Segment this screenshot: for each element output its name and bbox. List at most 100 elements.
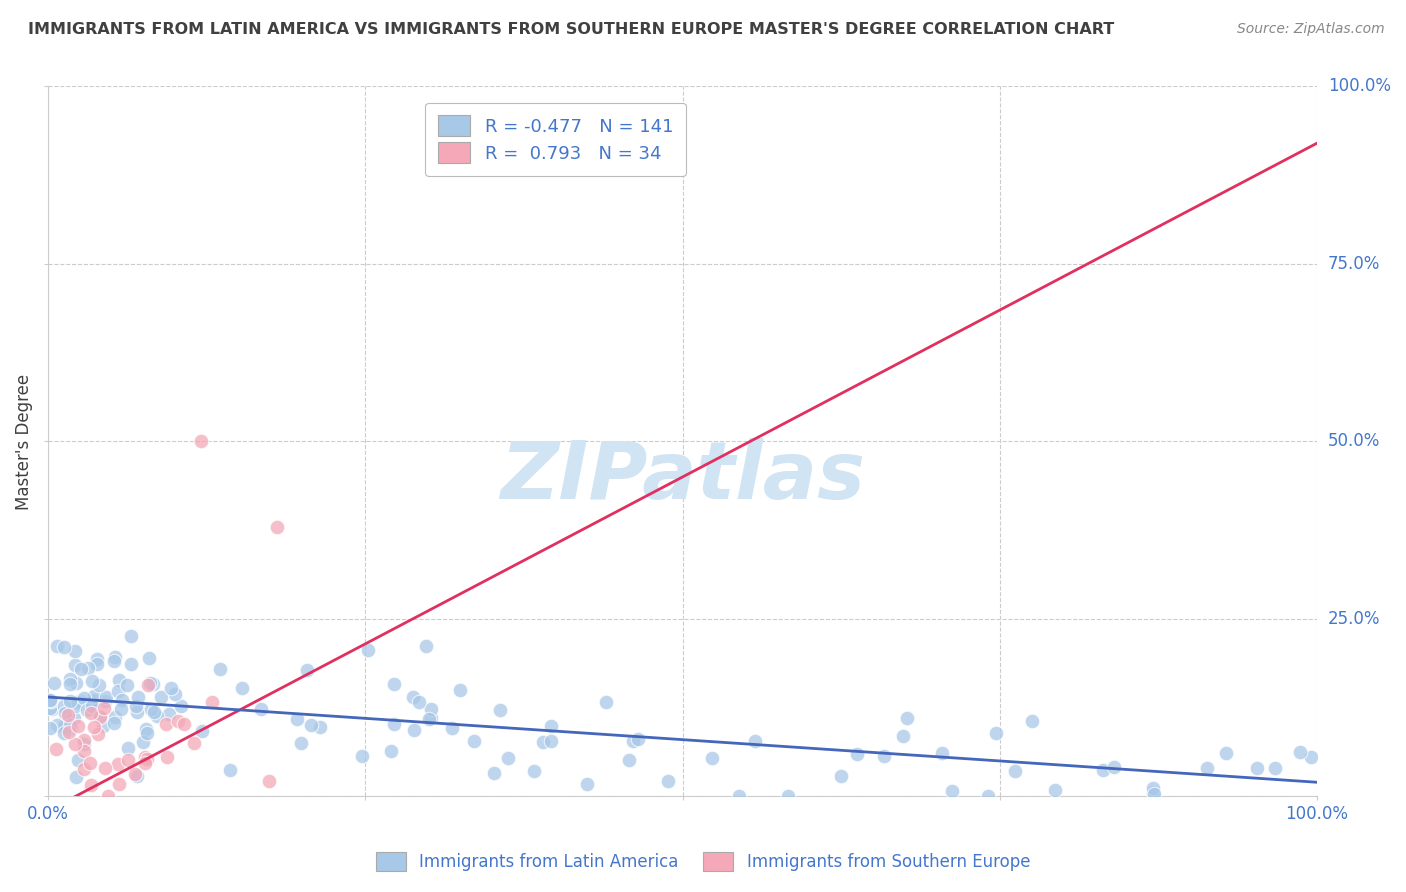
Point: [72, 733, 94, 747]
Point: [55, 719, 77, 733]
Point: [103, 654, 125, 668]
Point: [53, 719, 76, 733]
Point: [744, 734, 766, 748]
Point: [931, 746, 953, 760]
Point: [941, 784, 963, 798]
Point: [190, 434, 212, 449]
Point: [44, 676, 66, 690]
Point: [110, 702, 132, 716]
Point: [156, 749, 179, 764]
Point: [155, 717, 177, 731]
Point: [1215, 746, 1237, 760]
Point: [440, 721, 463, 735]
Point: [94, 694, 117, 708]
Point: [45, 742, 67, 756]
Point: [420, 701, 443, 715]
Point: [627, 732, 650, 747]
Point: [1264, 761, 1286, 775]
Point: [59, 677, 82, 691]
Point: [76, 703, 98, 717]
Point: [117, 753, 139, 767]
Point: [350, 748, 373, 763]
Point: [576, 777, 599, 791]
Point: [39, 721, 62, 735]
Point: [1102, 760, 1125, 774]
Point: [498, 750, 520, 764]
Point: [163, 687, 186, 701]
Point: [80, 699, 103, 714]
Point: [60, 722, 83, 736]
Point: [107, 673, 129, 687]
Point: [103, 715, 125, 730]
Point: [52, 725, 75, 739]
Point: [65, 770, 87, 784]
Point: [39, 700, 62, 714]
Point: [449, 683, 471, 698]
Point: [104, 710, 127, 724]
Point: [617, 753, 640, 767]
Legend: Immigrants from Latin America, Immigrants from Southern Europe: Immigrants from Latin America, Immigrant…: [367, 843, 1039, 880]
Point: [402, 690, 425, 704]
Point: [124, 767, 146, 781]
Point: [1004, 764, 1026, 779]
Point: [419, 711, 441, 725]
Point: [89, 709, 111, 723]
Point: [41, 694, 63, 708]
Point: [1301, 750, 1323, 764]
Point: [53, 699, 76, 714]
Point: [250, 702, 273, 716]
Point: [200, 695, 222, 709]
Point: [77, 698, 100, 712]
Point: [41, 702, 63, 716]
Point: [73, 762, 96, 776]
Point: [170, 699, 193, 714]
Point: [1246, 761, 1268, 775]
Point: [700, 751, 723, 765]
Point: [86, 727, 108, 741]
Point: [977, 789, 1000, 803]
Y-axis label: Master's Degree: Master's Degree: [15, 374, 32, 509]
Point: [382, 716, 405, 731]
Point: [173, 717, 195, 731]
Point: [53, 640, 76, 655]
Point: [1142, 780, 1164, 795]
Point: [231, 681, 253, 695]
Point: [984, 725, 1007, 739]
Point: [89, 710, 111, 724]
Point: [418, 713, 440, 727]
Point: [65, 658, 87, 673]
Point: [65, 675, 87, 690]
Point: [776, 789, 799, 803]
Point: [83, 689, 105, 703]
Point: [531, 735, 554, 749]
Point: [402, 723, 425, 737]
Text: ZIPatlas: ZIPatlas: [501, 438, 865, 516]
Point: [80, 674, 103, 689]
Point: [146, 709, 169, 723]
Point: [63, 710, 86, 724]
Point: [285, 712, 308, 726]
Point: [83, 692, 105, 706]
Point: [1288, 745, 1310, 759]
Point: [484, 766, 506, 780]
Point: [657, 774, 679, 789]
Point: [357, 642, 380, 657]
Point: [39, 693, 62, 707]
Point: [73, 744, 96, 758]
Point: [86, 652, 108, 666]
Point: [96, 690, 118, 705]
Point: [56, 708, 79, 723]
Point: [107, 757, 129, 772]
Point: [540, 734, 562, 748]
Point: [166, 714, 188, 728]
Point: [522, 764, 544, 779]
Point: [1092, 764, 1115, 778]
Point: [290, 736, 312, 750]
Point: [93, 701, 115, 715]
Point: [79, 756, 101, 770]
Point: [134, 750, 156, 764]
Point: [135, 722, 157, 736]
Point: [66, 753, 89, 767]
Point: [728, 789, 751, 803]
Point: [142, 676, 165, 690]
